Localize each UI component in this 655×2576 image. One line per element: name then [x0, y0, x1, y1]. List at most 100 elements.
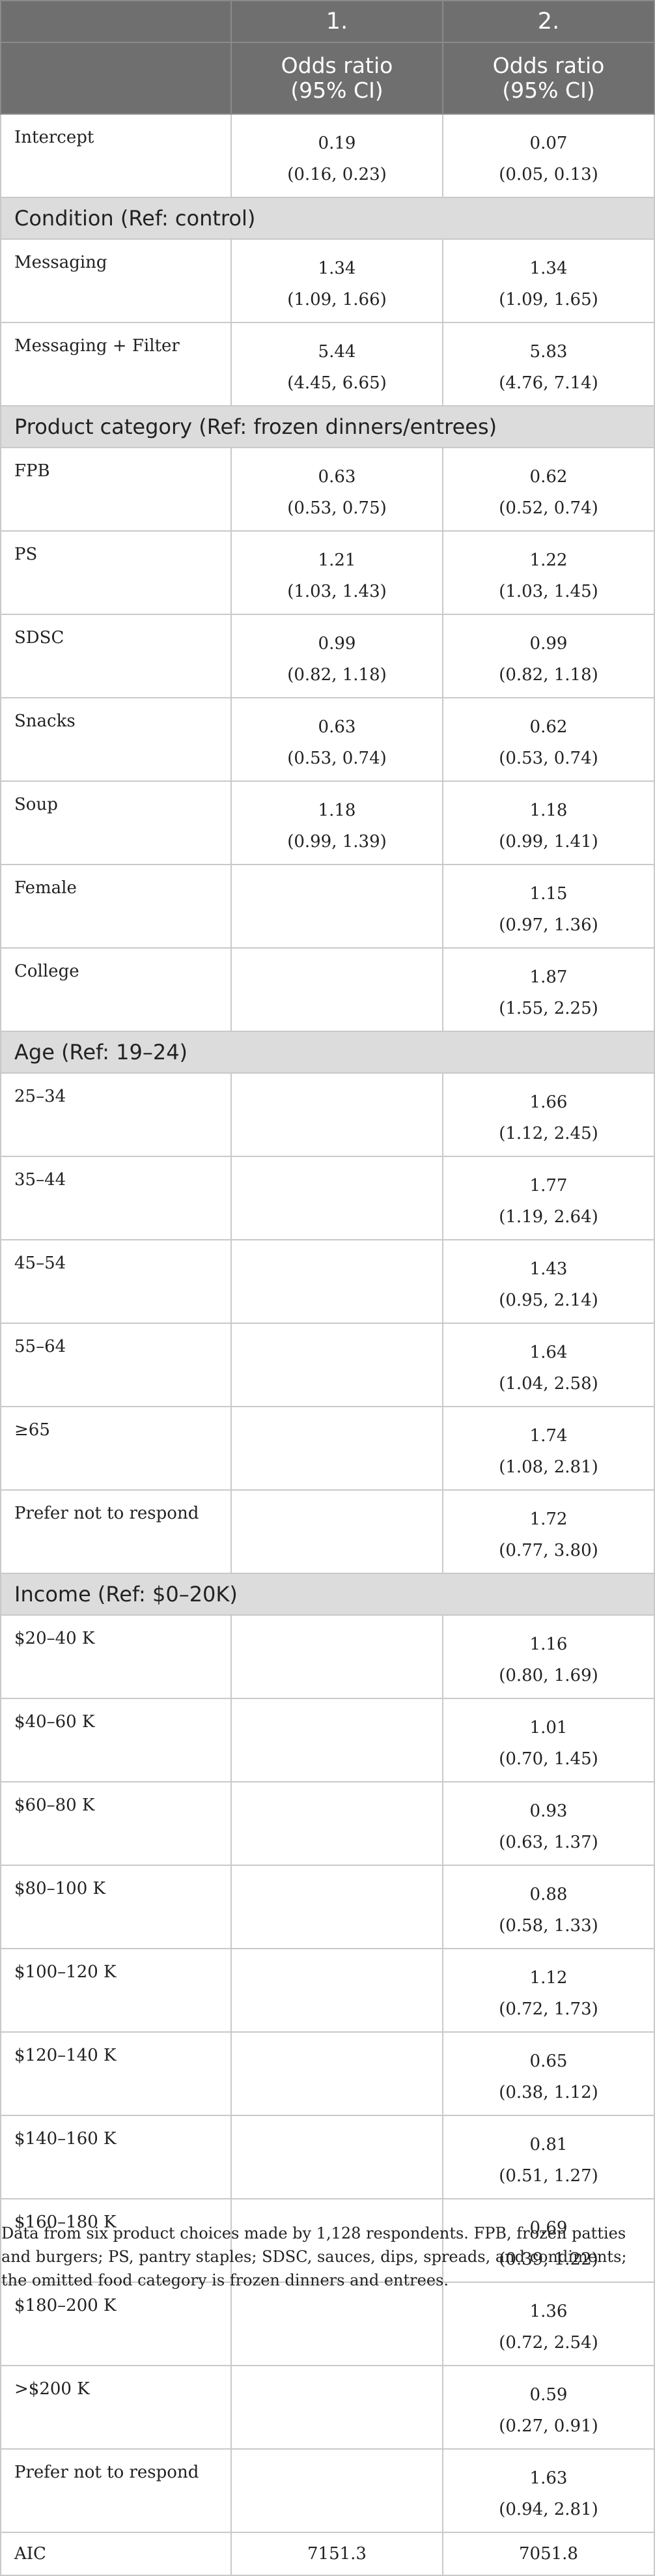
model-2-cell: 1.36 (0.72, 2.54) — [442, 2282, 655, 2366]
odds-ratio-value: 1.21 — [318, 551, 356, 570]
odds-ratio-value: 1.74 — [529, 1426, 568, 1446]
odds-ratio-value: 0.63 — [318, 717, 356, 737]
model-2-cell: 0.07 (0.05, 0.13) — [442, 113, 655, 198]
model-2-cell: 1.12 (0.72, 1.73) — [442, 1948, 655, 2033]
table-row: $160–180 K 0.69 (0.39, 1.22) — [0, 2198, 655, 2283]
header-model-1-ci-text: (95% CI) — [290, 78, 383, 103]
table-row: Messaging 1.34 (1.09, 1.66) 1.34 (1.09, 1.65… — [0, 238, 655, 323]
confidence-interval-value: (0.53, 0.75) — [287, 498, 387, 518]
odds-ratio-value: 0.69 — [529, 2218, 568, 2238]
odds-ratio-value: 1.63 — [529, 2469, 568, 2488]
section-header-row: Income (Ref: $0–20K) — [0, 1573, 655, 1616]
confidence-interval-value: (0.63, 1.37) — [499, 1833, 598, 1852]
row-label: College — [0, 947, 232, 1032]
model-2-cell: 1.22 (1.03, 1.45) — [442, 530, 655, 615]
row-label: $80–100 K — [0, 1865, 232, 1949]
row-label: 25–34 — [0, 1072, 232, 1157]
table-row: FPB 0.63 (0.53, 0.75) 0.62 (0.52, 0.74) — [0, 447, 655, 532]
table-row: $20–40 K 1.16 (0.80, 1.69) — [0, 1614, 655, 1699]
row-label: 35–44 — [0, 1156, 232, 1240]
header-model-1-title-text: Odds ratio — [281, 53, 393, 78]
odds-ratio-value: 0.59 — [529, 2385, 568, 2405]
row-label: Snacks — [0, 697, 232, 782]
confidence-interval-value: (1.19, 2.64) — [499, 1207, 598, 1227]
model-1-cell — [230, 1239, 443, 1324]
odds-ratio-value: 1.18 — [318, 801, 356, 820]
confidence-interval-value: (0.95, 2.14) — [499, 1291, 598, 1310]
odds-ratio-value: 0.81 — [529, 2135, 568, 2154]
table-row: Snacks 0.63 (0.53, 0.74) 0.62 (0.53, 0.74) — [0, 697, 655, 782]
row-label: Intercept — [0, 113, 232, 198]
section-header-row: Product category (Ref: frozen dinners/en… — [0, 405, 655, 448]
table-row: Messaging + Filter 5.44 (4.45, 6.65) 5.83 (4… — [0, 322, 655, 407]
model-1-cell — [230, 1156, 443, 1240]
odds-ratio-value: 0.19 — [318, 134, 356, 153]
model-2-cell: 1.01 (0.70, 1.45) — [442, 1698, 655, 1782]
row-label: SDSC — [0, 614, 232, 698]
confidence-interval-value: (0.38, 1.12) — [499, 2083, 598, 2102]
row-label: $100–120 K — [0, 1948, 232, 2033]
model-2-cell: 0.93 (0.63, 1.37) — [442, 1781, 655, 1866]
model-2-cell: 0.88 (0.58, 1.33) — [442, 1865, 655, 1949]
header-row-titles: Odds ratio (95% CI) Odds ratio (95% CI) — [0, 42, 655, 115]
table-row: College 1.87 (1.55, 2.25) — [0, 947, 655, 1032]
confidence-interval-value: (1.03, 1.45) — [499, 582, 598, 601]
model-2-cell: 1.43 (0.95, 2.14) — [442, 1239, 655, 1324]
row-label: ≥65 — [0, 1406, 232, 1491]
confidence-interval-value: (0.70, 1.45) — [499, 1749, 598, 1769]
odds-ratio-value: 1.87 — [529, 967, 568, 987]
confidence-interval-value: (0.99, 1.41) — [499, 832, 598, 852]
model-1-cell — [230, 1948, 443, 2033]
confidence-interval-value: (0.94, 2.81) — [499, 2500, 598, 2519]
confidence-interval-value: (0.80, 1.69) — [499, 1666, 598, 1685]
confidence-interval-value: (1.04, 2.58) — [499, 1374, 598, 1394]
table-row: $140–160 K 0.81 (0.51, 1.27) — [0, 2115, 655, 2199]
model-2-cell: 1.15 (0.97, 1.36) — [442, 864, 655, 949]
confidence-interval-value: (1.55, 2.25) — [499, 999, 598, 1018]
row-label: >$200 K — [0, 2365, 232, 2450]
header-empty-cell — [0, 0, 232, 43]
table-row: $180–200 K 1.36 (0.72, 2.54) — [0, 2282, 655, 2366]
model-2-cell: 1.87 (1.55, 2.25) — [442, 947, 655, 1032]
row-label: $140–160 K — [0, 2115, 232, 2199]
aic-value-model-2: 7051.8 — [442, 2532, 655, 2576]
table-row: $40–60 K 1.01 (0.70, 1.45) — [0, 1698, 655, 1782]
model-1-cell — [230, 2282, 443, 2366]
table-row: 35–44 1.77 (1.19, 2.64) — [0, 1156, 655, 1240]
header-model-1-number: 1. — [230, 0, 443, 43]
model-1-cell — [230, 1489, 443, 1574]
model-1-cell: 0.99 (0.82, 1.18) — [230, 614, 443, 698]
model-1-cell — [230, 2115, 443, 2199]
model-1-cell: 0.63 (0.53, 0.74) — [230, 697, 443, 782]
model-2-cell: 0.81 (0.51, 1.27) — [442, 2115, 655, 2199]
confidence-interval-value: (0.53, 0.74) — [499, 749, 598, 768]
header-model-2-title-text: Odds ratio — [492, 53, 605, 78]
model-2-cell: 1.34 (1.09, 1.65) — [442, 238, 655, 323]
odds-ratio-value: 0.63 — [318, 467, 356, 487]
row-label: Messaging — [0, 238, 232, 323]
model-1-cell — [230, 1698, 443, 1782]
header-model-2-title: Odds ratio (95% CI) — [442, 42, 655, 115]
model-2-cell: 0.69 (0.39, 1.22) — [442, 2198, 655, 2283]
model-2-cell: 0.62 (0.53, 0.74) — [442, 697, 655, 782]
odds-ratio-value: 1.22 — [529, 551, 568, 570]
model-2-cell: 5.83 (4.76, 7.14) — [442, 322, 655, 407]
odds-ratio-value: 1.66 — [529, 1093, 568, 1112]
table-row: SDSC 0.99 (0.82, 1.18) 0.99 (0.82, 1.18) — [0, 614, 655, 698]
confidence-interval-value: (0.82, 1.18) — [499, 665, 598, 685]
row-label: Female — [0, 864, 232, 949]
table-row: 45–54 1.43 (0.95, 2.14) — [0, 1239, 655, 1324]
model-1-cell — [230, 2365, 443, 2450]
model-1-cell — [230, 947, 443, 1032]
header-empty-cell — [0, 42, 232, 115]
odds-ratio-value: 0.88 — [529, 1885, 568, 1904]
section-header-label: Age (Ref: 19–24) — [0, 1031, 655, 1074]
model-1-cell — [230, 1406, 443, 1491]
header-row-model-numbers: 1. 2. — [0, 0, 655, 43]
row-label: FPB — [0, 447, 232, 532]
confidence-interval-value: (0.97, 1.36) — [499, 915, 598, 935]
odds-ratio-value: 1.15 — [529, 884, 568, 904]
model-1-cell — [230, 2448, 443, 2533]
table-row: Soup 1.18 (0.99, 1.39) 1.18 (0.99, 1.41) — [0, 780, 655, 865]
odds-ratio-value: 0.93 — [529, 1801, 568, 1821]
